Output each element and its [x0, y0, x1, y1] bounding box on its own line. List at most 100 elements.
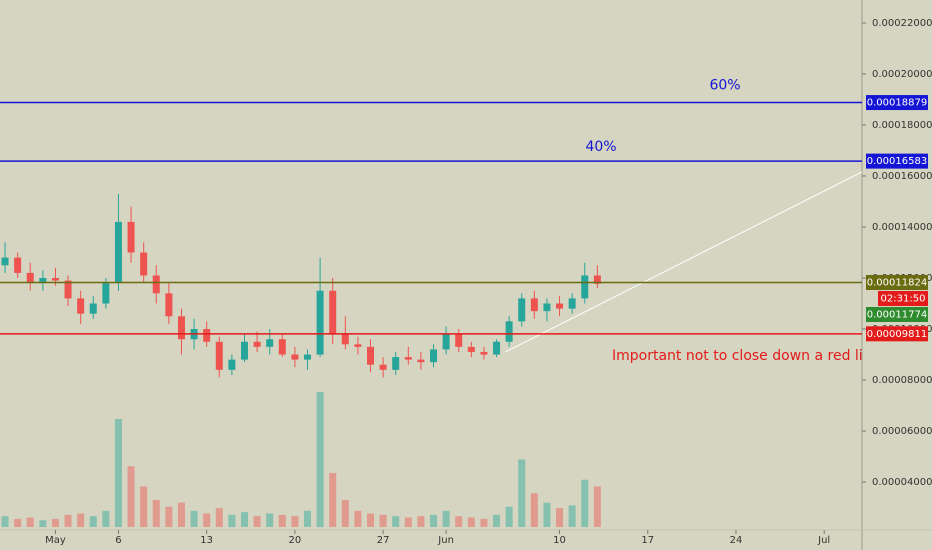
- candle-body: [480, 351, 488, 355]
- candle-body: [152, 275, 160, 294]
- candle-body: [341, 334, 349, 345]
- volume-bar: [505, 506, 513, 527]
- y-tick-label: 0.00008000: [872, 375, 932, 386]
- level-price-box: [866, 153, 928, 169]
- countdown-box: [878, 290, 928, 306]
- candle-body: [568, 298, 576, 309]
- volume-bar: [26, 517, 34, 527]
- volume-bar: [404, 517, 412, 527]
- candle-body: [367, 346, 375, 365]
- candle-body: [467, 346, 475, 352]
- candle-body: [278, 339, 286, 355]
- volume-bar: [329, 473, 337, 527]
- candle-body: [203, 329, 211, 342]
- volume-bar: [102, 510, 110, 527]
- candle-body: [354, 344, 362, 347]
- level-price-box: [866, 274, 928, 290]
- axes: 0.000040000.000060000.000080000.00010000…: [0, 18, 932, 546]
- volume-bar: [316, 392, 324, 527]
- volume-bar: [354, 510, 362, 527]
- volume-bar: [253, 516, 261, 527]
- volume-bar: [127, 466, 135, 527]
- volume-bar: [430, 514, 438, 527]
- candle-body: [455, 334, 463, 347]
- level-price-box: [866, 326, 928, 342]
- volume-bar: [291, 516, 299, 527]
- candle-body: [266, 339, 274, 347]
- volume-bar: [518, 459, 526, 527]
- candle-body: [581, 275, 589, 299]
- volume-bar: [228, 514, 236, 527]
- candle-body: [39, 278, 47, 284]
- volume-bar: [152, 500, 160, 527]
- candle-body: [51, 278, 59, 281]
- candle-body: [404, 357, 412, 360]
- candle-body: [593, 275, 601, 284]
- volume-bar: [581, 479, 589, 527]
- y-tick-label: 0.00018000: [872, 120, 932, 131]
- last-price-label: 0.00011774: [867, 309, 927, 320]
- candle-body: [64, 280, 72, 299]
- volume-bar: [367, 513, 375, 527]
- x-tick-label: 6: [115, 535, 121, 546]
- candle-body: [102, 283, 110, 304]
- candle-body: [392, 357, 400, 370]
- volume-bar: [1, 516, 9, 527]
- y-tick-label: 0.00022000: [872, 18, 932, 29]
- x-tick-label: 10: [553, 535, 566, 546]
- x-tick-label: 13: [200, 535, 213, 546]
- candle-body: [140, 252, 148, 276]
- candle-body: [316, 290, 324, 355]
- last-price-box: [866, 306, 928, 322]
- level-price-label: 0.00018879: [867, 98, 927, 109]
- candle-body: [493, 341, 501, 355]
- candle-body: [127, 221, 135, 253]
- volume-bar: [303, 510, 311, 527]
- trend-line: [505, 171, 862, 353]
- candle-body: [417, 359, 425, 363]
- level-price-box: [866, 95, 928, 111]
- candle-body: [26, 272, 34, 284]
- candle-body: [165, 293, 173, 317]
- volume-bar: [190, 510, 198, 527]
- countdown: 02:31:50: [881, 293, 926, 304]
- x-tick-label: 20: [289, 535, 302, 546]
- volume-bar: [114, 419, 122, 527]
- x-tick-label: 27: [377, 535, 390, 546]
- candle-body: [14, 257, 22, 273]
- volume-bar: [39, 520, 47, 527]
- candle-body: [505, 321, 513, 342]
- level-price-label: 0.00009811: [867, 329, 927, 340]
- volume-bar: [480, 518, 488, 527]
- volume-bar: [543, 502, 551, 527]
- candle-body: [253, 341, 261, 347]
- volume-bar: [64, 514, 72, 527]
- volume-bar: [266, 513, 274, 527]
- candle-body: [303, 354, 311, 360]
- level-annotation: 40%: [585, 139, 616, 155]
- volume-bar: [278, 514, 286, 527]
- level-annotation: 60%: [709, 78, 740, 94]
- x-tick-label: 17: [641, 535, 654, 546]
- candle-body: [442, 334, 450, 350]
- volume-bar: [14, 518, 22, 527]
- level-price-label: 0.00016583: [867, 156, 927, 167]
- volume-bar: [455, 516, 463, 527]
- candle-body: [1, 257, 9, 266]
- x-tick-label: Jul: [817, 535, 830, 546]
- volume-bar: [77, 513, 85, 527]
- volume-bar: [530, 493, 538, 527]
- volume-bar: [177, 502, 185, 527]
- candle-body: [228, 359, 236, 370]
- volume-bar: [240, 512, 248, 527]
- plot-area: 60% 40% Important not to close down a red …: [0, 78, 880, 527]
- volume-bar: [593, 486, 601, 527]
- level-price-label: 0.00011824: [867, 277, 927, 288]
- volume-bar: [215, 508, 223, 527]
- level-annotation: Important not to close down a red line: [612, 348, 880, 364]
- x-tick-label: May: [45, 535, 66, 546]
- x-tick-label: Jun: [437, 535, 454, 546]
